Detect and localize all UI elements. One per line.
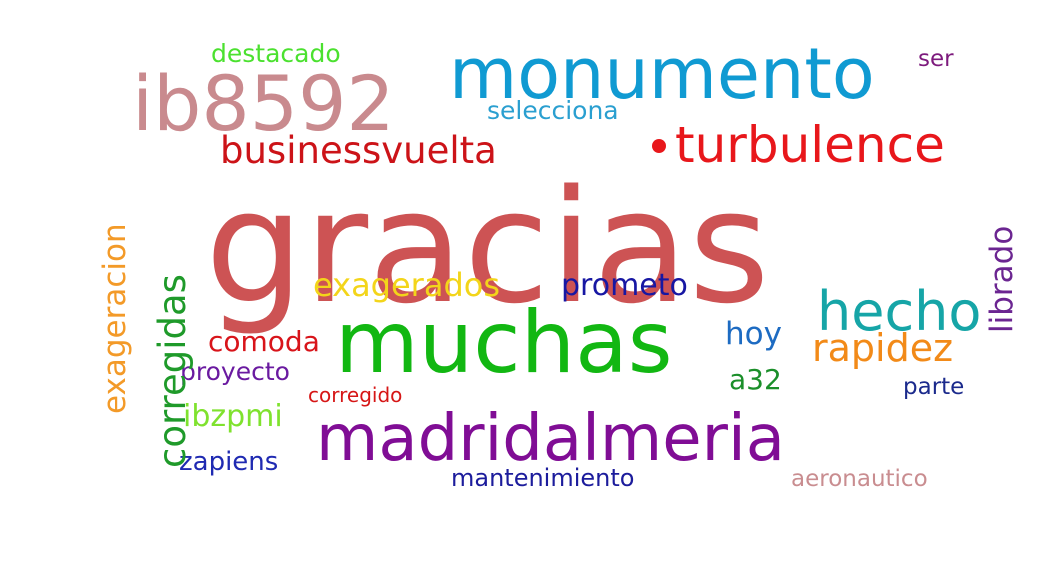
word-corregidas: corregidas: [151, 274, 194, 468]
word-destacado: destacado: [211, 39, 341, 68]
word-hecho: hecho: [817, 280, 981, 343]
word-exagerados: exagerados: [313, 266, 500, 304]
word-ser: ser: [918, 46, 954, 72]
word-librado: librado: [984, 226, 1020, 333]
word-exageracion: exageracion: [97, 223, 133, 414]
word-businessvuelta: businessvuelta: [220, 129, 497, 172]
word-zapiens: zapiens: [179, 447, 278, 477]
word-monumento: monumento: [449, 33, 875, 115]
word-prometo: prometo: [561, 268, 688, 303]
word-corregido: corregido: [308, 383, 402, 407]
word-mantenimiento: mantenimiento: [451, 464, 634, 492]
word-turbulence: turbulence: [675, 116, 945, 174]
word-muchas: muchas: [335, 293, 673, 393]
word-madridalmeria: madridalmeria: [316, 402, 785, 476]
word-a32: a32: [729, 363, 782, 396]
word-ib8592: ib8592: [132, 59, 395, 148]
word-gracias: gracias: [205, 156, 770, 338]
word-hoy: hoy: [725, 316, 782, 352]
word-aeronautico: aeronautico: [791, 466, 928, 492]
word-parte: parte: [903, 374, 964, 400]
word-ibzpmi: ibzpmi: [183, 399, 283, 434]
word-rapidez: rapidez: [812, 326, 953, 370]
word-proyecto: proyecto: [180, 357, 290, 386]
word-comoda: comoda: [208, 325, 320, 358]
word-selecciona: selecciona: [487, 96, 619, 125]
word-dot-mark: [652, 139, 666, 153]
